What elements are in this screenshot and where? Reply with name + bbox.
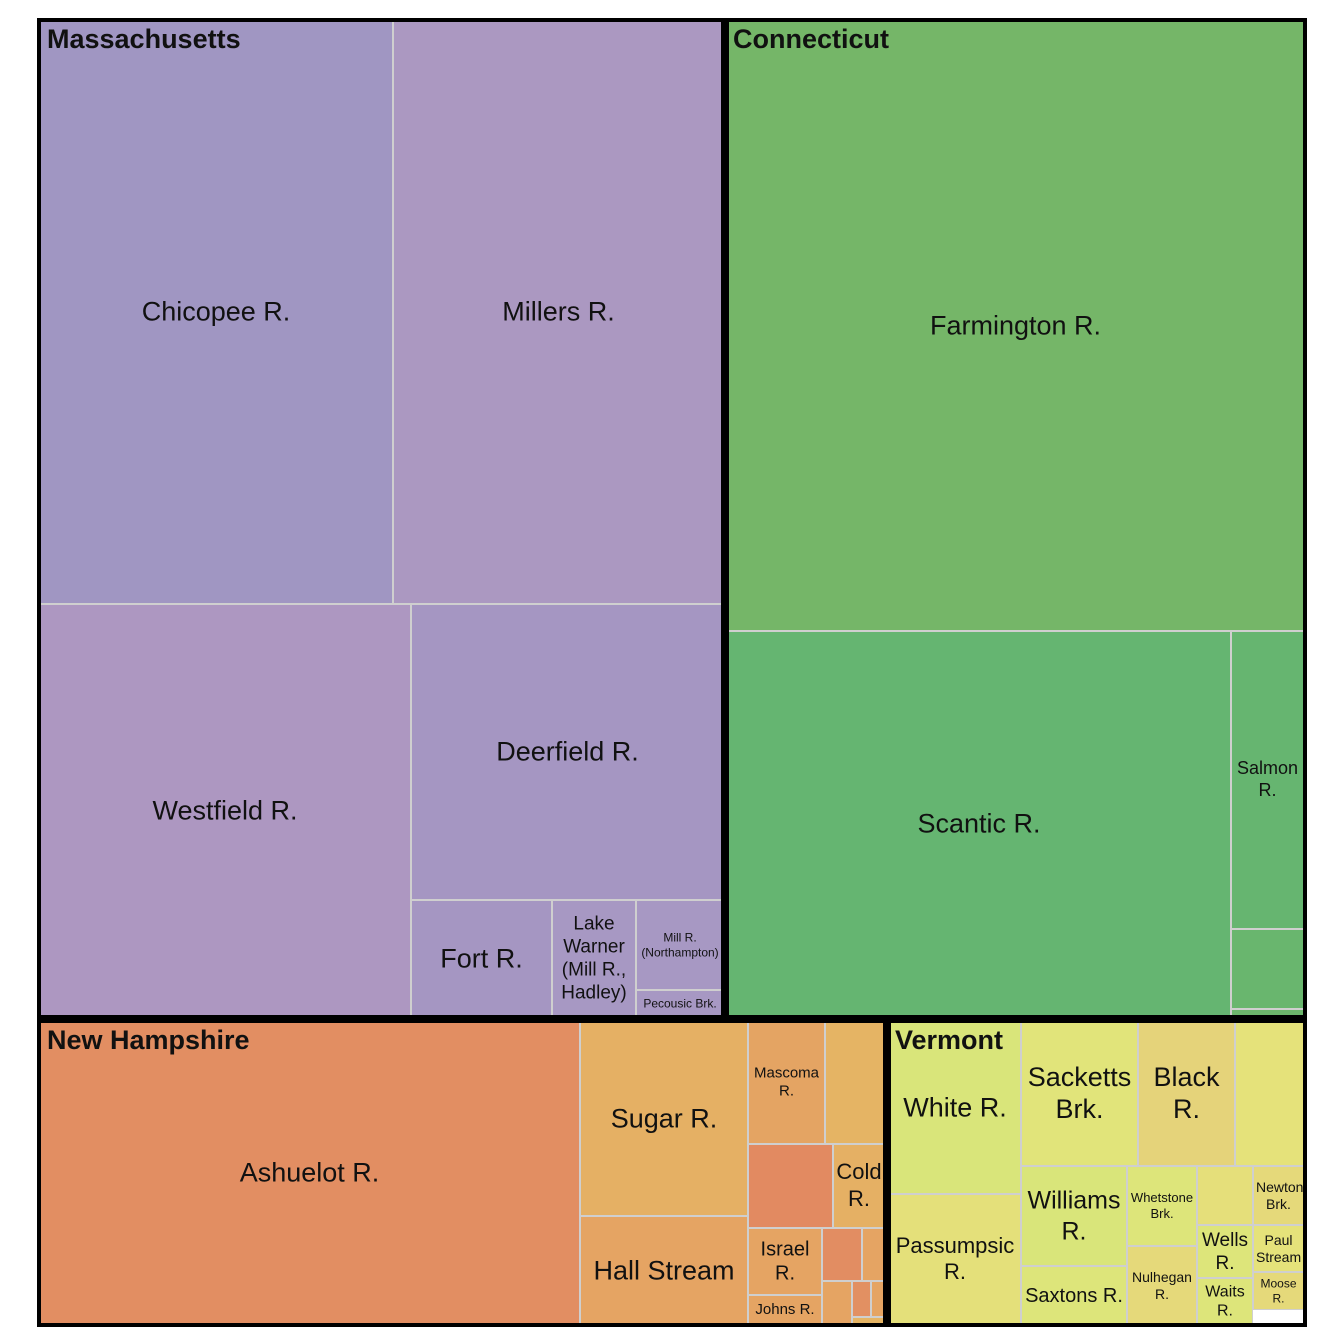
tile-unlabeled [871, 1281, 885, 1317]
tile-unlabeled [822, 1281, 852, 1325]
tile-label: Newton Brk. [1256, 1178, 1304, 1212]
tile-label: White R. [903, 1092, 1007, 1123]
tile-wells-r: Wells R. [1197, 1225, 1253, 1278]
tile-millers-r: Millers R. [393, 20, 724, 604]
tile-unlabeled [1231, 929, 1304, 1009]
tile-moose-r: Moose R. [1253, 1272, 1304, 1310]
tile-label: Nulhegan R. [1132, 1268, 1192, 1302]
tile-saxtons-r: Saxtons R. [1021, 1266, 1127, 1325]
tile-label: Mill R. (Northampton) [641, 930, 719, 959]
tile-unlabeled [825, 1021, 885, 1144]
tile-williams-r: Williams R. [1021, 1166, 1127, 1266]
tile-label: Mascoma R. [753, 1064, 820, 1100]
tile-mascoma-r: Mascoma R. [748, 1021, 825, 1144]
group-title-massachusetts: Massachusetts [47, 24, 241, 54]
tile-unlabeled [1235, 1021, 1304, 1166]
group-title-new-hampshire: New Hampshire [47, 1025, 250, 1055]
tile-label: Salmon R. [1236, 758, 1299, 800]
tile-label: Fort R. [440, 943, 523, 974]
tile-label: Scantic R. [917, 808, 1041, 839]
tile-label: Farmington R. [929, 310, 1102, 341]
tile-unlabeled [1231, 1009, 1304, 1017]
tile-whetstone-brk: Whetstone Brk. [1127, 1166, 1197, 1246]
tile-lake-warner-mill-r-hadley: Lake Warner (Mill R., Hadley) [552, 900, 636, 1017]
tile-cold-r: Cold R. [833, 1144, 885, 1228]
tile-label: Passumpsic R. [895, 1232, 1015, 1285]
tile-label: Wells R. [1201, 1229, 1249, 1274]
tile-label: Whetstone Brk. [1130, 1190, 1194, 1221]
tile-label: Waits R. [1205, 1282, 1245, 1320]
tile-sugar-r: Sugar R. [580, 1021, 748, 1216]
tile-unlabeled [862, 1228, 885, 1281]
group-title-vermont: Vermont [895, 1025, 1004, 1055]
tile-scantic-r: Scantic R. [727, 631, 1231, 1017]
tile-unlabeled [1197, 1166, 1253, 1225]
tile-label: Sacketts Brk. [1027, 1061, 1132, 1125]
tile-passumpsic-r: Passumpsic R. [889, 1194, 1021, 1325]
tile-unlabeled [822, 1228, 862, 1281]
tile-waits-r: Waits R. [1197, 1278, 1253, 1325]
tile-label: Westfield R. [152, 795, 298, 826]
tile-white-r: White R. [889, 1021, 1021, 1194]
tile-label: Moose R. [1260, 1276, 1297, 1305]
tile-label: Johns R. [755, 1300, 815, 1318]
tile-israel-r: Israel R. [748, 1228, 822, 1295]
tile-label: Pecousic Brk. [643, 996, 717, 1011]
group-title-connecticut: Connecticut [733, 24, 890, 54]
tile-label: Paul Stream [1256, 1231, 1302, 1265]
tile-label: Chicopee R. [141, 296, 291, 327]
tile-fort-r: Fort R. [411, 900, 552, 1017]
tile-newton-brk: Newton Brk. [1253, 1166, 1304, 1225]
tile-sacketts-brk: Sacketts Brk. [1021, 1021, 1138, 1166]
tile-label: Deerfield R. [496, 736, 639, 767]
tile-label: Ashuelot R. [239, 1157, 380, 1188]
tile-hall-stream: Hall Stream [580, 1216, 748, 1325]
tile-unlabeled [748, 1144, 833, 1228]
tile-paul-stream: Paul Stream [1253, 1225, 1304, 1272]
tile-salmon-r: Salmon R. [1231, 631, 1304, 929]
tile-deerfield-r: Deerfield R. [411, 604, 724, 900]
tile-mill-r-northampton: Mill R. (Northampton) [636, 900, 724, 990]
tile-label: Cold R. [836, 1159, 882, 1211]
tile-label: Sugar R. [610, 1103, 718, 1134]
tile-label: Lake Warner (Mill R., Hadley) [561, 913, 627, 1004]
tile-label: Black R. [1153, 1061, 1220, 1125]
tile-black-r: Black R. [1138, 1021, 1235, 1166]
tile-nulhegan-r: Nulhegan R. [1127, 1246, 1197, 1325]
tile-label: Millers R. [502, 296, 615, 327]
tile-label: Saxtons R. [1025, 1284, 1123, 1307]
tile-westfield-r: Westfield R. [39, 604, 411, 1017]
tile-label: Williams R. [1027, 1186, 1121, 1246]
tile-johns-r: Johns R. [748, 1295, 822, 1325]
tile-unlabeled [852, 1317, 885, 1325]
tile-pecousic-brk: Pecousic Brk. [636, 990, 724, 1017]
tile-label: Hall Stream [593, 1255, 735, 1286]
tile-chicopee-r: Chicopee R. [39, 20, 393, 604]
tile-farmington-r: Farmington R. [727, 20, 1304, 631]
tile-label: Israel R. [760, 1238, 810, 1285]
tile-ashuelot-r: Ashuelot R. [39, 1021, 580, 1325]
tile-unlabeled [852, 1281, 871, 1317]
